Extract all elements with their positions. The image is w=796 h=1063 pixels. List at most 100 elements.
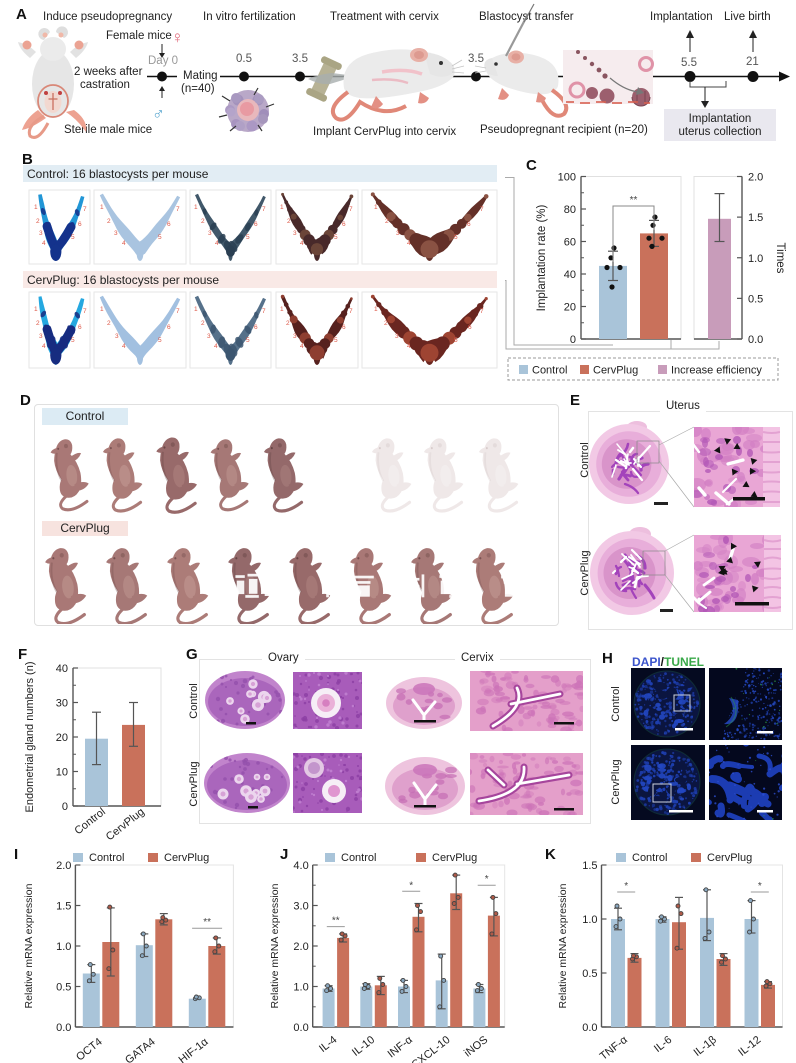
svg-text:4: 4 bbox=[300, 343, 304, 350]
svg-text:Relative mRNA expression: Relative mRNA expression bbox=[557, 883, 569, 1008]
svg-text:TNF-α: TNF-α bbox=[598, 1034, 631, 1063]
svg-text:0.5: 0.5 bbox=[582, 968, 597, 980]
svg-text:0.5: 0.5 bbox=[748, 293, 763, 305]
svg-text:♀: ♀ bbox=[171, 28, 184, 47]
svg-text:5: 5 bbox=[334, 234, 338, 241]
svg-text:2.0: 2.0 bbox=[293, 941, 308, 953]
svg-text:2.0: 2.0 bbox=[56, 860, 71, 872]
svg-text:IL-10: IL-10 bbox=[350, 1034, 377, 1059]
svg-text:4: 4 bbox=[122, 240, 126, 247]
svg-text:3: 3 bbox=[293, 230, 297, 237]
svg-text:80: 80 bbox=[564, 204, 576, 216]
svg-text:**: ** bbox=[203, 917, 211, 928]
svg-text:7: 7 bbox=[83, 308, 87, 315]
svg-text:4: 4 bbox=[407, 240, 411, 247]
svg-text:*: * bbox=[409, 880, 413, 891]
svg-text:**: ** bbox=[332, 916, 340, 927]
svg-text:7: 7 bbox=[349, 206, 353, 213]
svg-text:0.5: 0.5 bbox=[56, 982, 71, 994]
svg-text:iNOS: iNOS bbox=[462, 1034, 490, 1060]
svg-text:Control: Control bbox=[632, 852, 667, 864]
svg-text:CervPlug: CervPlug bbox=[579, 550, 591, 595]
svg-text:0: 0 bbox=[570, 334, 576, 346]
svg-text:*: * bbox=[758, 881, 762, 892]
svg-text:4.0: 4.0 bbox=[293, 860, 308, 872]
svg-text:Induce pseudopregnancy: Induce pseudopregnancy bbox=[43, 11, 172, 23]
svg-text:2: 2 bbox=[287, 218, 291, 225]
svg-text:Implantation: Implantation bbox=[650, 11, 713, 23]
svg-text:Female mice: Female mice bbox=[106, 30, 172, 42]
svg-text:♂: ♂ bbox=[152, 104, 165, 123]
svg-text:Control: Control bbox=[532, 365, 567, 377]
svg-text:In vitro fertilization: In vitro fertilization bbox=[203, 11, 296, 23]
svg-text:4: 4 bbox=[300, 240, 304, 247]
svg-text:2: 2 bbox=[107, 320, 111, 327]
svg-text:Control: Control bbox=[610, 686, 622, 721]
svg-text:CervPlug: CervPlug bbox=[432, 852, 477, 864]
svg-text:3: 3 bbox=[115, 333, 119, 340]
svg-text:Implant CervPlug into cervix: Implant CervPlug into cervix bbox=[313, 126, 456, 138]
svg-text:6: 6 bbox=[342, 324, 346, 331]
svg-text:2: 2 bbox=[201, 218, 205, 225]
svg-text:6: 6 bbox=[342, 221, 346, 228]
svg-text:IL-1β: IL-1β bbox=[692, 1034, 719, 1059]
svg-text:7: 7 bbox=[176, 308, 180, 315]
svg-text:7: 7 bbox=[262, 206, 266, 213]
svg-text:Treatment with cervix: Treatment with cervix bbox=[330, 11, 439, 23]
svg-text:2: 2 bbox=[107, 218, 111, 225]
svg-text:castration: castration bbox=[80, 79, 130, 91]
svg-text:CervPlug: CervPlug bbox=[164, 852, 209, 864]
svg-text:1: 1 bbox=[374, 306, 378, 313]
svg-text:Endometrial gland numbers (n): Endometrial gland numbers (n) bbox=[24, 661, 36, 812]
svg-text:1.0: 1.0 bbox=[293, 982, 308, 994]
svg-text:Sterile male mice: Sterile male mice bbox=[64, 124, 152, 136]
svg-text:3.5: 3.5 bbox=[468, 53, 484, 65]
svg-text:20: 20 bbox=[564, 302, 576, 314]
svg-text:5: 5 bbox=[158, 337, 162, 344]
svg-text:uterus collection: uterus collection bbox=[678, 126, 761, 138]
svg-text:IL-4: IL-4 bbox=[317, 1034, 339, 1055]
svg-text:1: 1 bbox=[100, 204, 104, 211]
svg-text:7: 7 bbox=[262, 308, 266, 315]
svg-text:7: 7 bbox=[480, 308, 484, 315]
svg-text:1: 1 bbox=[100, 306, 104, 313]
svg-text:Day 0: Day 0 bbox=[148, 55, 178, 67]
svg-text:0.0: 0.0 bbox=[748, 334, 763, 346]
svg-text:2: 2 bbox=[385, 218, 389, 225]
svg-text:Live birth: Live birth bbox=[724, 11, 771, 23]
svg-text:4: 4 bbox=[122, 343, 126, 350]
svg-text:6: 6 bbox=[254, 221, 258, 228]
svg-text:1: 1 bbox=[280, 306, 284, 313]
svg-text:3: 3 bbox=[39, 230, 43, 237]
svg-text:20: 20 bbox=[56, 732, 68, 744]
svg-text:7: 7 bbox=[480, 206, 484, 213]
svg-text:0.0: 0.0 bbox=[293, 1022, 308, 1034]
svg-text:1: 1 bbox=[374, 204, 378, 211]
svg-text:HIF-1α: HIF-1α bbox=[177, 1036, 212, 1063]
svg-text:1.0: 1.0 bbox=[748, 253, 763, 265]
svg-text:0: 0 bbox=[62, 801, 68, 813]
svg-text:100: 100 bbox=[558, 172, 576, 184]
svg-text:3: 3 bbox=[396, 230, 400, 237]
svg-text:0.0: 0.0 bbox=[582, 1022, 597, 1034]
svg-text:6: 6 bbox=[467, 221, 471, 228]
svg-text:4: 4 bbox=[42, 240, 46, 247]
svg-text:Control: Control bbox=[579, 442, 591, 477]
svg-text:3: 3 bbox=[39, 333, 43, 340]
svg-text:10: 10 bbox=[56, 767, 68, 779]
svg-text:2: 2 bbox=[36, 320, 40, 327]
svg-text:2: 2 bbox=[36, 218, 40, 225]
svg-text:OCT4: OCT4 bbox=[74, 1036, 105, 1063]
svg-text:Implantation: Implantation bbox=[689, 113, 752, 125]
svg-text:1: 1 bbox=[280, 204, 284, 211]
svg-text:CervPlug: CervPlug bbox=[188, 761, 200, 806]
svg-text:CervPlug: CervPlug bbox=[104, 806, 147, 843]
svg-text:Relative mRNA expression: Relative mRNA expression bbox=[270, 883, 281, 1008]
svg-text:7: 7 bbox=[176, 206, 180, 213]
svg-text:2: 2 bbox=[286, 320, 290, 327]
svg-text:Control: Control bbox=[341, 852, 376, 864]
svg-text:6: 6 bbox=[468, 324, 472, 331]
svg-text:2: 2 bbox=[384, 320, 388, 327]
svg-text:3: 3 bbox=[293, 333, 297, 340]
svg-text:0.5: 0.5 bbox=[236, 53, 252, 65]
